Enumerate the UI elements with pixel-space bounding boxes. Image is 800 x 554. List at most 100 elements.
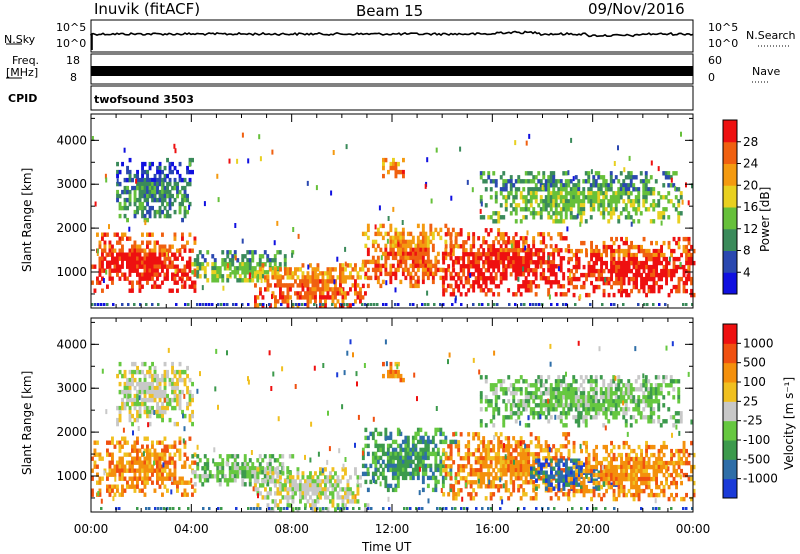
velocity-echo-cell — [600, 496, 603, 502]
power-echo-cell — [575, 252, 578, 258]
power-echo-cell — [685, 288, 688, 294]
power-echo-cell — [263, 278, 267, 283]
power-echo-cell — [136, 268, 139, 273]
velocity-echo-cell — [374, 467, 378, 473]
power-echo-cell — [492, 219, 496, 224]
power-echo-cell — [359, 287, 362, 292]
power-echo-cell — [254, 299, 257, 304]
power-scatter-cell — [657, 166, 660, 172]
power-echo-cell — [246, 278, 250, 283]
velocity-echo-cell — [459, 488, 463, 493]
velocity-echo-cell — [474, 456, 478, 461]
velocity-echo-cell — [585, 474, 588, 479]
velocity-echo-cell — [499, 496, 503, 501]
power-echo-cell — [371, 259, 375, 265]
velocity-echo-cell — [91, 456, 94, 461]
velocity-echo-cell — [233, 474, 237, 479]
power-echo-cell — [371, 267, 375, 273]
velocity-echo-cell — [241, 470, 245, 475]
power-echo-cell — [612, 280, 616, 286]
power-echo-cell — [554, 191, 558, 196]
power-echo-cell — [622, 183, 626, 188]
power-echo-cell — [431, 279, 435, 285]
velocity-echo-cell — [93, 464, 97, 469]
velocity-echo-cell — [602, 476, 606, 482]
power-echo-cell — [582, 280, 586, 286]
velocity-echo-cell — [324, 467, 327, 472]
power-echo-cell — [547, 260, 551, 265]
velocity-echo-cell — [622, 468, 626, 474]
power-echo-cell — [359, 275, 362, 280]
velocity-echo-cell — [544, 440, 548, 445]
velocity-echo-cell — [121, 476, 124, 481]
power-echo-cell — [680, 252, 683, 258]
power-echo-cell — [419, 239, 423, 245]
velocity-echo-cell — [161, 476, 164, 481]
velocity-echo-cell — [487, 476, 491, 481]
power-echo-cell — [534, 195, 538, 200]
power-echo-cell — [542, 260, 546, 265]
power-echo-cell — [376, 259, 380, 265]
power-echo-cell — [138, 280, 142, 285]
power-echo-cell — [499, 232, 503, 237]
power-echo-cell — [251, 254, 255, 259]
velocity-echo-cell — [389, 361, 393, 367]
velocity-echo-cell — [218, 466, 222, 471]
velocity-echo-cell — [582, 440, 586, 446]
power-echo-cell — [587, 199, 591, 204]
velocity-echo-cell — [426, 455, 430, 461]
power-echo-cell — [607, 183, 611, 188]
power-scatter-cell — [345, 144, 348, 150]
power-echo-cell — [679, 191, 683, 196]
power-echo-cell — [151, 260, 154, 265]
power-echo-cell — [584, 171, 588, 176]
velocity-echo-cell — [554, 452, 558, 457]
power-echo-cell — [497, 232, 501, 237]
power-echo-cell — [652, 268, 656, 274]
power-echo-cell — [391, 251, 395, 257]
power-echo-cell — [371, 243, 375, 249]
power-echo-cell — [622, 264, 626, 270]
velocity-echo-cell — [128, 417, 132, 423]
power-scatter-cell — [517, 276, 520, 282]
power-echo-cell — [156, 165, 159, 171]
power-bottom-cell — [361, 303, 364, 306]
velocity-echo-cell — [524, 480, 528, 485]
power-echo-cell — [554, 248, 558, 253]
velocity-echo-cell — [615, 456, 618, 462]
velocity-echo-cell — [253, 478, 257, 483]
power-echo-cell — [572, 183, 576, 188]
power-bottom-cell — [301, 303, 304, 306]
velocity-echo-cell — [467, 460, 471, 465]
power-bottom-cell — [133, 303, 136, 306]
velocity-echo-cell — [399, 455, 403, 461]
velocity-echo-cell — [512, 464, 516, 469]
power-echo-cell — [642, 284, 646, 290]
power-echo-cell — [98, 260, 102, 265]
noise-panel-frame — [90, 19, 694, 53]
power-scatter-cell — [471, 187, 474, 193]
power-echo-cell — [595, 260, 598, 266]
power-echo-cell — [113, 232, 117, 237]
power-echo-cell — [286, 283, 290, 288]
velocity-echo-cell — [482, 440, 486, 445]
power-echo-cell — [391, 271, 395, 277]
velocity-echo-cell — [567, 452, 571, 458]
power-echo-cell — [311, 267, 315, 272]
power-echo-cell — [188, 284, 192, 289]
power-echo-cell — [334, 283, 337, 288]
velocity-echo-cell — [567, 470, 571, 475]
power-echo-cell — [168, 197, 172, 203]
power-echo-cell — [532, 240, 536, 245]
power-echo-cell — [394, 169, 398, 175]
power-scatter-cell — [378, 205, 381, 211]
power-echo-cell — [652, 288, 656, 294]
power-echo-cell — [519, 191, 523, 196]
velocity-echo-cell — [625, 472, 628, 478]
power-echo-cell — [484, 179, 488, 184]
power-echo-cell — [374, 247, 378, 253]
power-echo-cell — [657, 284, 661, 290]
power-echo-cell — [261, 295, 265, 300]
power-echo-cell — [359, 295, 362, 300]
power-scatter-cell — [387, 216, 390, 221]
